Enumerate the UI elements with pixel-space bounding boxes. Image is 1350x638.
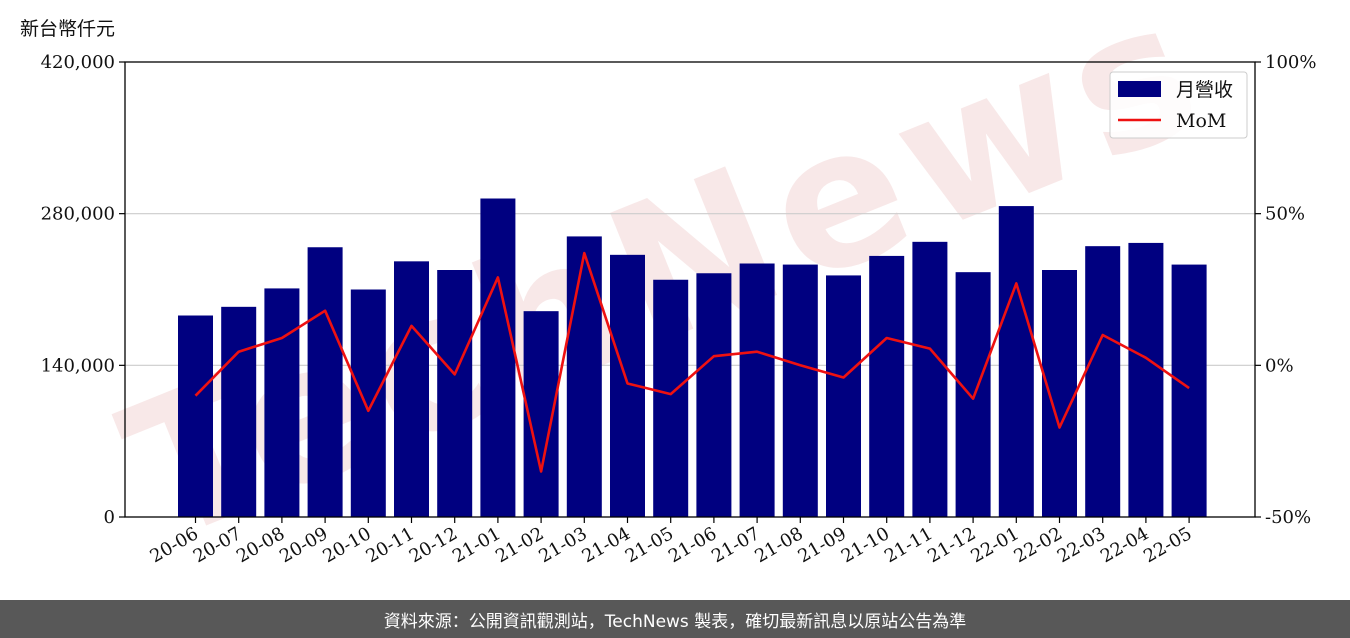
mom-line-path: [194, 251, 1190, 473]
right-tick-label: 0%: [1265, 355, 1294, 376]
x-tick-label: 20-10: [319, 523, 374, 567]
x-tick-label: 21-11: [881, 523, 936, 567]
x-tick-label: 21-10: [838, 523, 893, 567]
x-tick-label: 20-12: [406, 523, 461, 567]
bar: [998, 206, 1034, 518]
right-y-ticks: -50% 0% 50% 100%: [1255, 52, 1316, 528]
bar: [1171, 264, 1207, 517]
bar: [178, 315, 213, 517]
left-tick-label: 0: [104, 507, 115, 528]
x-tick-label: 21-06: [665, 523, 720, 567]
bar: [437, 270, 473, 517]
right-tick-label: 50%: [1265, 204, 1305, 225]
revenue-bars: [178, 198, 1207, 518]
plot-border: [124, 61, 1256, 518]
x-tick-label: 21-05: [622, 523, 677, 567]
bar: [480, 198, 516, 517]
x-tick-label: 21-03: [535, 523, 590, 567]
x-tick-label: 21-02: [492, 523, 547, 567]
legend: 月營收 MoM: [1109, 71, 1248, 139]
bar: [350, 289, 386, 517]
bar: [782, 264, 818, 517]
bar: [653, 279, 689, 517]
x-tick-label: 21-01: [449, 523, 504, 567]
x-tick-label: 21-08: [751, 523, 806, 567]
left-tick-label: 420,000: [41, 52, 115, 73]
x-tick-label: 20-11: [363, 523, 418, 567]
bar: [394, 261, 429, 517]
x-tick-label: 22-02: [1011, 523, 1066, 567]
left-y-ticks: 0 140,000 280,000 420,000: [41, 52, 125, 528]
bar: [307, 247, 343, 517]
bar: [264, 288, 300, 517]
bar: [826, 275, 861, 517]
bar: [1128, 242, 1164, 517]
right-tick-label: -50%: [1265, 507, 1311, 528]
x-tick-label: 21-07: [708, 523, 763, 567]
left-tick-label: 140,000: [41, 355, 115, 376]
bar: [912, 241, 948, 518]
y-axis-unit-label: 新台幣仟元: [20, 18, 116, 40]
right-tick-label: 100%: [1265, 52, 1316, 73]
plot-frame: [124, 61, 1256, 518]
x-tick-label: 22-04: [1097, 523, 1152, 567]
x-tick-label: 22-03: [1054, 523, 1109, 567]
x-tick-label: 22-05: [1140, 523, 1195, 567]
bar: [869, 255, 905, 517]
bar: [221, 306, 257, 517]
bar: [696, 273, 732, 517]
x-tick-label: 22-01: [967, 523, 1022, 567]
left-tick-label: 280,000: [41, 204, 115, 225]
legend-swatch-bar: [1118, 81, 1161, 97]
source-footer: 資料來源：公開資訊觀測站，TechNews 製表，確切最新訊息以原站公告為準: [0, 600, 1350, 638]
x-tick-label: 21-12: [924, 523, 979, 567]
bar: [566, 236, 602, 517]
legend-label-mom: MoM: [1176, 110, 1226, 132]
mom-line: [194, 251, 1190, 473]
x-tick-label: 21-04: [579, 523, 634, 567]
bar: [739, 263, 775, 517]
bar: [955, 272, 991, 517]
x-tick-label: 21-09: [795, 523, 850, 567]
bar: [1085, 246, 1121, 517]
legend-label-revenue: 月營收: [1176, 79, 1233, 101]
bar: [1042, 270, 1077, 517]
